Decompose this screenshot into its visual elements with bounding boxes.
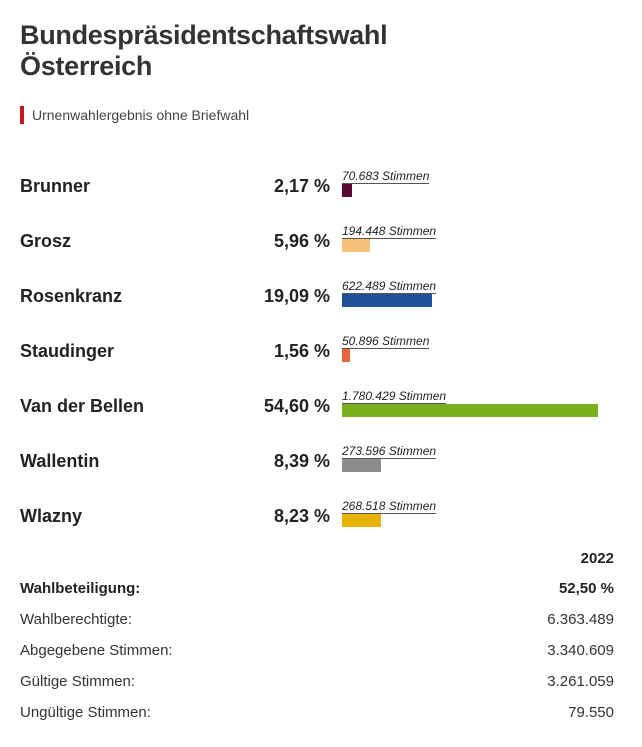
votes-label: 622.489 Stimmen xyxy=(342,279,437,294)
bar-row: Brunner 2,17 % 70.683 Stimmen xyxy=(0,160,642,215)
subtitle-text: Urnenwahlergebnis ohne Briefwahl xyxy=(32,107,250,123)
stats-value: 52,50 % xyxy=(558,580,614,597)
votes-label: 268.518 Stimmen xyxy=(342,499,437,514)
stats-row-turnout: Wahlbeteiligung: 52,50 % xyxy=(20,573,614,604)
candidate-label: Wallentin xyxy=(20,451,100,471)
chart-subtitle: Urnenwahlergebnis ohne Briefwahl xyxy=(20,105,249,125)
stats-row-cast: Abgegebene Stimmen: 3.340.609 xyxy=(20,635,614,666)
candidate-label: Staudinger xyxy=(20,341,115,361)
stats-label: Abgegebene Stimmen: xyxy=(20,642,173,659)
bar xyxy=(342,239,370,252)
percent-label: 2,17 % xyxy=(273,176,330,196)
stats-row-eligible: Wahlberechtigte: 6.363.489 xyxy=(20,604,614,635)
bar xyxy=(342,459,381,472)
votes-label: 273.596 Stimmen xyxy=(342,444,437,459)
subtitle-marker xyxy=(20,106,24,124)
title-line-2: Österreich xyxy=(20,51,153,81)
stats-label: Gültige Stimmen: xyxy=(20,673,136,690)
bar-row: Staudinger 1,56 % 50.896 Stimmen xyxy=(0,325,642,380)
percent-label: 8,39 % xyxy=(273,451,330,471)
stats-row-invalid: Ungültige Stimmen: 79.550 xyxy=(20,697,614,728)
percent-label: 8,23 % xyxy=(273,506,330,526)
bar-row: Grosz 5,96 % 194.448 Stimmen xyxy=(0,215,642,270)
candidate-label: Grosz xyxy=(20,231,72,251)
stats-label: Ungültige Stimmen: xyxy=(20,704,151,721)
bar xyxy=(342,184,352,197)
stats-label: Wahlberechtigte: xyxy=(20,611,133,628)
percent-label: 5,96 % xyxy=(273,231,330,251)
bar-row: Wlazny 8,23 % 268.518 Stimmen xyxy=(0,490,642,545)
stats-value: 3.261.059 xyxy=(547,673,614,690)
bar xyxy=(342,294,432,307)
votes-label: 194.448 Stimmen xyxy=(342,224,437,239)
chart-title: Bundespräsidentschaftswahl Österreich xyxy=(20,20,620,82)
bar-row: Wallentin 8,39 % 273.596 Stimmen xyxy=(0,435,642,490)
stats-value: 6.363.489 xyxy=(547,611,614,628)
stats-year-header: 2022 xyxy=(580,550,614,567)
percent-label: 1,56 % xyxy=(273,341,330,361)
bar-row: Van der Bellen 54,60 % 1.780.429 Stimmen xyxy=(0,380,642,435)
votes-label: 70.683 Stimmen xyxy=(342,169,430,184)
bar xyxy=(342,404,598,417)
bar xyxy=(342,514,381,527)
bar-row: Rosenkranz 19,09 % 622.489 Stimmen xyxy=(0,270,642,325)
votes-label: 1.780.429 Stimmen xyxy=(342,389,447,404)
stats-label: Wahlbeteiligung: xyxy=(20,580,141,597)
title-line-1: Bundespräsidentschaftswahl xyxy=(20,20,388,50)
stats-value: 3.340.609 xyxy=(547,642,614,659)
candidate-label: Van der Bellen xyxy=(20,396,145,416)
candidate-label: Brunner xyxy=(20,176,91,196)
stats-value: 79.550 xyxy=(568,704,614,721)
percent-label: 19,09 % xyxy=(263,286,330,306)
votes-label: 50.896 Stimmen xyxy=(342,334,430,349)
bar-chart: Brunner 2,17 % 70.683 Stimmen Grosz 5,96 % 19… xyxy=(0,160,642,545)
stats-row-valid: Gültige Stimmen: 3.261.059 xyxy=(20,666,614,697)
bar xyxy=(342,349,350,362)
stats-table: 2022 Wahlbeteiligung: 52,50 % Wahlberech… xyxy=(20,545,614,728)
candidate-label: Wlazny xyxy=(20,506,83,526)
candidate-label: Rosenkranz xyxy=(20,286,123,306)
percent-label: 54,60 % xyxy=(263,396,330,416)
